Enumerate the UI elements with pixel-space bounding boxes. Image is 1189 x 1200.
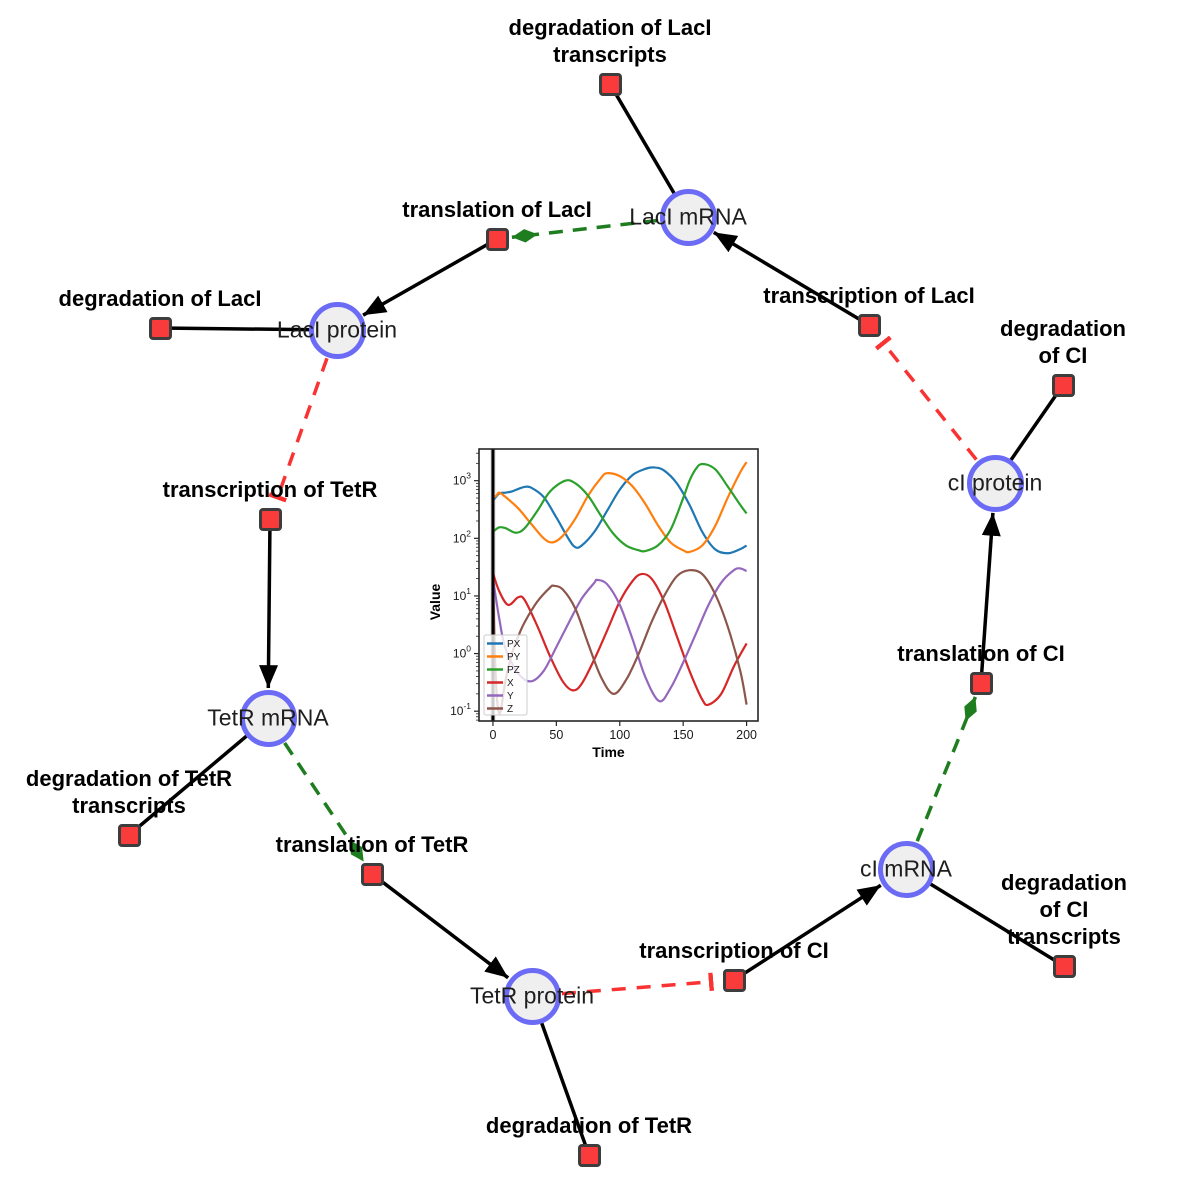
edge-tetr-mrna-deg-tetr-transcripts [127, 716, 270, 837]
chart-y-axis-label: Value [430, 584, 443, 621]
chart-series-Z [491, 568, 748, 715]
chart-svg: 0 50 100 150 20010-1100101102103TimeValuePXP… [427, 448, 759, 760]
edge-laci-mrna-transl-laci [511, 218, 659, 243]
chart-series-PZ [492, 462, 748, 553]
chart-y-tick: 100 [453, 644, 471, 661]
edge-laci-protein-deg-laci [159, 326, 338, 332]
reaction-label-tx-tetr: transcription of TetR [162, 477, 378, 502]
chart-y-tick: 10-1 [450, 701, 471, 718]
reaction-label-deg-laci-transcripts: degradation of LacI transcripts [508, 15, 712, 67]
chart-series-Y [491, 567, 748, 703]
chart-x-axis-label: Time [592, 744, 625, 760]
chart-y-tick: 101 [453, 586, 471, 603]
chart-y-tick: 102 [453, 528, 471, 545]
chart-legend: PX PY PZ XYZ [483, 634, 528, 716]
chart-inset: 0 50 100 150 200 10-1 100 101 102 103 Time Value PX P… [427, 432, 775, 764]
edge-ci-mrna-transl-ci [915, 696, 978, 842]
reaction-label-transl-laci: translation of LacI [402, 197, 592, 222]
edge-transl-tetr-tetr-protein [370, 872, 510, 980]
reaction-label-transl-tetr: translation of TetR [275, 832, 469, 857]
edge-transl-laci-laci-protein [362, 237, 498, 317]
reaction-node-deg-laci-transcripts[interactable] [598, 72, 622, 96]
chart-plot-area [490, 449, 748, 721]
species-label-laci-protein: LacI protein [276, 316, 398, 343]
species-node-ci-protein[interactable] [966, 454, 1024, 512]
reaction-node-transl-laci[interactable] [485, 227, 509, 251]
chart-legend-label: Z [507, 704, 513, 715]
chart-series-X [491, 572, 748, 707]
reaction-label-deg-ci-transcripts: degradation of CI transcripts [1001, 870, 1127, 949]
species-label-tetr-mrna: TetR mRNA [207, 704, 329, 731]
species-label-ci-protein: cI protein [947, 469, 1043, 496]
chart-series-PX [492, 466, 748, 555]
species-label-laci-mrna: LacI mRNA [629, 203, 747, 230]
reaction-node-tx-laci[interactable] [857, 313, 881, 337]
edge-ci-protein-tx-laci [874, 335, 978, 461]
edge-transl-ci-ci-protein [979, 512, 1001, 684]
reaction-node-tx-ci[interactable] [722, 968, 746, 992]
edge-tx-tetr-tetr-mrna [259, 518, 279, 689]
chart-x-tick: 150 [673, 728, 694, 742]
reaction-label-deg-tetr-transcripts: degradation of TetR transcripts [25, 766, 233, 818]
species-node-ci-mrna[interactable] [877, 840, 935, 898]
chart-x-tick: 100 [609, 728, 630, 742]
chart-x-tick: 0 [489, 728, 496, 742]
chart-legend-label: X [507, 678, 514, 689]
chart-legend-label: PY [507, 652, 521, 663]
reaction-node-deg-tetr[interactable] [577, 1143, 601, 1167]
chart-y-tick: 103 [453, 471, 471, 488]
reaction-label-deg-ci: degradation of CI [1000, 316, 1126, 368]
chart-series-PY [492, 461, 748, 554]
species-label-tetr-protein: TetR protein [469, 982, 595, 1009]
species-node-laci-protein[interactable] [308, 301, 366, 359]
chart-x-tick: 200 [736, 728, 757, 742]
chart-legend-label: Y [507, 691, 514, 702]
edge-tx-laci-laci-mrna [712, 230, 870, 327]
reaction-label-transl-ci: translation of CI [897, 641, 1065, 666]
reaction-node-deg-ci[interactable] [1051, 373, 1075, 397]
reaction-label-deg-tetr: degradation of TetR [485, 1113, 693, 1138]
edge-ci-mrna-deg-ci-transcripts [905, 867, 1065, 968]
reaction-node-deg-tetr-transcripts[interactable] [117, 823, 141, 847]
reaction-node-tx-tetr[interactable] [258, 507, 282, 531]
reaction-node-transl-tetr[interactable] [360, 862, 384, 886]
chart-legend-label: PX [507, 639, 521, 650]
species-node-tetr-protein[interactable] [503, 967, 561, 1025]
edge-tx-ci-ci-mrna [733, 883, 882, 982]
reaction-node-deg-laci[interactable] [148, 316, 172, 340]
reaction-label-deg-laci: degradation of LacI [58, 286, 262, 311]
species-node-laci-mrna[interactable] [659, 188, 717, 246]
reaction-node-transl-ci[interactable] [969, 671, 993, 695]
reaction-label-tx-laci: transcription of LacI [763, 283, 975, 308]
reaction-node-deg-ci-transcripts[interactable] [1052, 954, 1076, 978]
species-node-tetr-mrna[interactable] [239, 689, 297, 747]
species-label-ci-mrna: cI mRNA [860, 855, 952, 882]
chart-x-tick: 50 [549, 728, 563, 742]
reaction-label-tx-ci: transcription of CI [639, 938, 829, 963]
chart-legend-label: PZ [507, 665, 520, 676]
